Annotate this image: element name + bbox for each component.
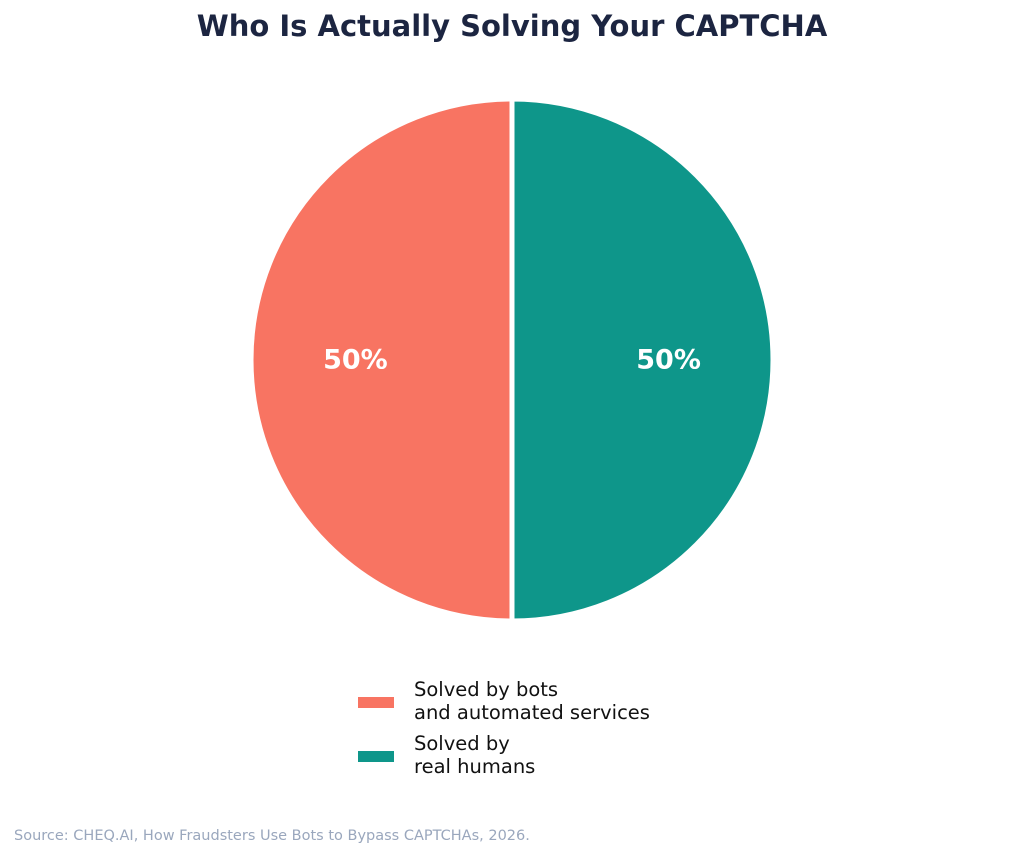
legend-swatch-bots — [358, 697, 394, 708]
pie-labels: 50% 50% — [323, 345, 701, 376]
legend-label-humans: Solved by real humans — [414, 732, 535, 778]
legend-label-bots-line-2: and automated services — [414, 701, 650, 724]
source-note: Source: CHEQ.AI, How Fraudsters Use Bots… — [14, 828, 530, 844]
legend-label-humans-line-1: Solved by — [414, 732, 510, 755]
legend-label-bots: Solved by bots and automated services — [414, 678, 650, 724]
pie-label-humans: 50% — [636, 345, 701, 376]
pie-label-bots: 50% — [323, 345, 388, 376]
pie-slices — [248, 96, 776, 624]
legend-label-humans-line-2: real humans — [414, 755, 536, 778]
chart-title: Who Is Actually Solving Your CAPTCHA — [196, 9, 828, 43]
legend-label-bots-line-1: Solved by bots — [414, 678, 559, 701]
pie-slice-bots — [248, 96, 515, 624]
legend-swatch-humans — [358, 751, 394, 762]
pie-slice-humans — [509, 96, 776, 624]
